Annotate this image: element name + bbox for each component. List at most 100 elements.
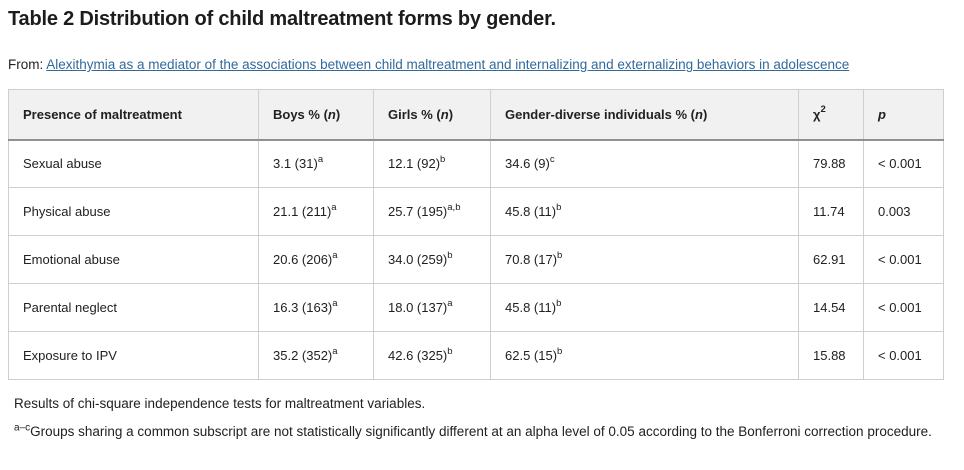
gender-diverse-cell: 45.8 (11)b xyxy=(490,283,799,332)
gender-diverse-subscript: b xyxy=(556,297,562,309)
header-gd-pre: Gender-diverse individuals % ( xyxy=(505,106,695,122)
girls-value: 34.0 (259) xyxy=(388,252,448,267)
boys-subscript: a xyxy=(332,249,338,261)
gender-diverse-subscript: b xyxy=(557,345,563,357)
p-value: < 0.001 xyxy=(878,300,922,315)
row-label: Exposure to IPV xyxy=(23,348,117,363)
boys-subscript: a xyxy=(317,153,324,165)
gender-diverse-subscript: b xyxy=(556,201,562,213)
gender-diverse-value: 34.6 (9) xyxy=(505,156,550,172)
footnote-subscript-range: a–c xyxy=(14,422,31,434)
p-value-cell: < 0.001 xyxy=(863,331,944,380)
chi-square-value: 15.88 xyxy=(813,348,846,363)
p-value: < 0.001 xyxy=(878,348,922,363)
chi-square-value: 11.74 xyxy=(813,204,845,219)
boys-subscript: a xyxy=(332,297,338,309)
table-row-parental-neglect: Parental neglect 16.3 (163)a 18.0 (137)a… xyxy=(8,283,944,332)
header-presence-label: Presence of maltreatment xyxy=(23,106,182,122)
p-value-cell: < 0.001 xyxy=(863,139,944,188)
row-label-cell: Emotional abuse xyxy=(8,235,259,284)
gender-diverse-cell: 62.5 (15)b xyxy=(490,331,799,380)
page-title: Table 2 Distribution of child maltreatme… xyxy=(8,8,556,30)
chi-square-value: 79.88 xyxy=(813,156,846,172)
row-label-cell: Exposure to IPV xyxy=(8,331,259,380)
row-label: Emotional abuse xyxy=(23,252,120,267)
table-row-sexual-abuse: Sexual abuse 3.1 (31)a 12.1 (92)b 34.6 (… xyxy=(8,139,944,188)
boys-cell: 3.1 (31)a xyxy=(258,139,374,188)
table-footnotes: Results of chi-square independence tests… xyxy=(8,390,956,446)
gender-diverse-value: 62.5 (15) xyxy=(505,348,558,363)
girls-subscript: a,b xyxy=(447,201,461,213)
boys-value: 20.6 (206) xyxy=(273,252,333,267)
gender-diverse-cell: 45.8 (11)b xyxy=(490,187,799,236)
p-value-cell: < 0.001 xyxy=(863,235,944,284)
gender-diverse-subscript: c xyxy=(549,153,555,165)
girls-cell: 42.6 (325)b xyxy=(373,331,491,380)
gender-diverse-value: 70.8 (17) xyxy=(505,252,558,267)
gender-diverse-subscript: b xyxy=(557,249,563,261)
girls-value: 12.1 (92) xyxy=(388,156,441,172)
column-header-girls: Girls % (n) xyxy=(373,89,491,141)
chi-square-cell: 15.88 xyxy=(798,331,864,380)
gender-diverse-cell: 34.6 (9)c xyxy=(490,139,799,188)
column-header-boys: Boys % (n) xyxy=(258,89,374,141)
girls-cell: 12.1 (92)b xyxy=(373,139,491,188)
p-value: < 0.001 xyxy=(878,252,922,267)
table-row-exposure-to-ipv: Exposure to IPV 35.2 (352)a 42.6 (325)b … xyxy=(8,331,944,380)
girls-cell: 34.0 (259)b xyxy=(373,235,491,284)
girls-value: 18.0 (137) xyxy=(388,300,448,315)
gender-diverse-value: 45.8 (11) xyxy=(505,204,557,219)
chi-square-cell: 79.88 xyxy=(798,139,864,188)
table-row-emotional-abuse: Emotional abuse 20.6 (206)a 34.0 (259)b … xyxy=(8,235,944,284)
column-header-p: p xyxy=(863,89,944,141)
girls-subscript: b xyxy=(447,345,453,357)
header-chi-base: χ xyxy=(813,106,821,122)
boys-value: 21.1 (211) xyxy=(273,204,332,219)
boys-value: 35.2 (352) xyxy=(273,348,333,363)
source-article-link[interactable]: Alexithymia as a mediator of the associa… xyxy=(46,57,850,72)
footnote-line-2: a–cGroups sharing a common subscript are… xyxy=(14,418,956,446)
p-value: < 0.001 xyxy=(878,156,922,172)
column-header-presence: Presence of maltreatment xyxy=(8,89,259,141)
source-line: From: Alexithymia as a mediator of the a… xyxy=(8,56,956,73)
footnote-line-1: Results of chi-square independence tests… xyxy=(14,396,426,411)
header-girls-pre: Girls % ( xyxy=(388,106,441,122)
girls-cell: 25.7 (195)a,b xyxy=(373,187,491,236)
girls-subscript: b xyxy=(447,249,453,261)
girls-value: 25.7 (195) xyxy=(388,204,448,219)
gender-diverse-value: 45.8 (11) xyxy=(505,300,557,315)
header-girls-post: ) xyxy=(448,106,454,122)
row-label-cell: Physical abuse xyxy=(8,187,259,236)
maltreatment-table: Presence of maltreatment Boys % (n) Girl… xyxy=(8,89,944,380)
boys-cell: 20.6 (206)a xyxy=(258,235,374,284)
girls-value: 42.6 (325) xyxy=(388,348,448,363)
gender-diverse-cell: 70.8 (17)b xyxy=(490,235,799,284)
header-p-label: p xyxy=(878,106,886,122)
row-label: Parental neglect xyxy=(23,300,117,315)
column-header-gender-diverse: Gender-diverse individuals % (n) xyxy=(490,89,799,141)
chi-square-value: 62.91 xyxy=(813,252,846,267)
chi-square-value: 14.54 xyxy=(813,300,846,315)
boys-subscript: a xyxy=(331,201,337,213)
chi-square-cell: 62.91 xyxy=(798,235,864,284)
boys-cell: 21.1 (211)a xyxy=(258,187,374,236)
p-value: 0.003 xyxy=(878,204,911,219)
boys-cell: 35.2 (352)a xyxy=(258,331,374,380)
boys-value: 3.1 (31) xyxy=(273,156,318,172)
chi-square-cell: 11.74 xyxy=(798,187,864,236)
header-boys-pre: Boys % ( xyxy=(273,106,328,122)
row-label: Sexual abuse xyxy=(23,156,102,172)
header-boys-n: n xyxy=(327,106,336,122)
girls-subscript: b xyxy=(440,153,446,165)
girls-subscript: a xyxy=(447,297,453,309)
table-row-physical-abuse: Physical abuse 21.1 (211)a 25.7 (195)a,b… xyxy=(8,187,944,236)
p-value-cell: < 0.001 xyxy=(863,283,944,332)
p-value-cell: 0.003 xyxy=(863,187,944,236)
row-label-cell: Sexual abuse xyxy=(8,139,259,188)
header-gd-post: ) xyxy=(702,106,708,122)
header-chi-sup: 2 xyxy=(820,104,826,116)
chi-square-cell: 14.54 xyxy=(798,283,864,332)
boys-value: 16.3 (163) xyxy=(273,300,333,315)
footnote-line-2-text: Groups sharing a common subscript are no… xyxy=(30,424,932,439)
header-gd-n: n xyxy=(695,106,703,122)
